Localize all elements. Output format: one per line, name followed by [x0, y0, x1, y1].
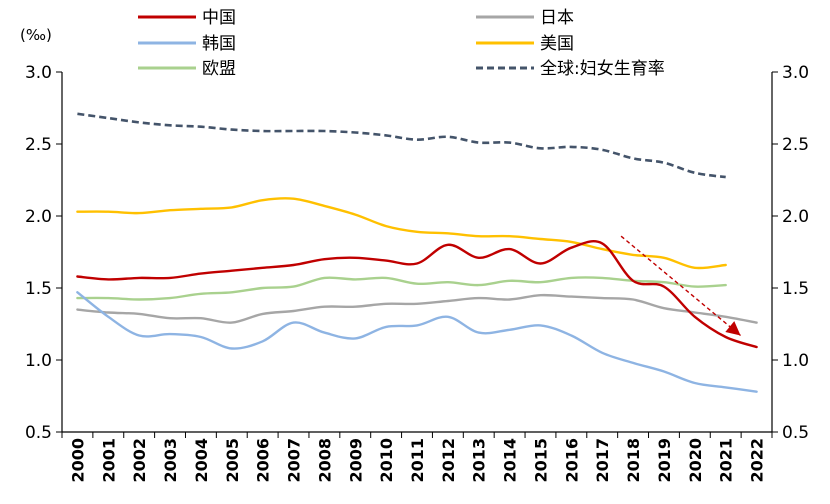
x-tick-label: 2021 [717, 438, 736, 483]
x-tick-label: 2011 [408, 438, 427, 483]
axes: 0.5 0.5 1.0 1.0 1.5 1.5 2.0 2.0 2.5 2.5 3.0 3.0 2000… [25, 63, 809, 483]
series-line-1 [76, 291, 758, 393]
x-tick-label: 2003 [161, 438, 180, 483]
x-tick-label: 2009 [346, 438, 365, 483]
trend-annotation [620, 235, 742, 337]
series-line-4 [76, 197, 727, 270]
x-tick-label: 2016 [562, 438, 581, 483]
x-tick-label: 2004 [192, 438, 211, 483]
series-line-0 [76, 240, 758, 349]
y-tick-label-left: 0.5 [25, 423, 52, 443]
x-tick-label: 2017 [593, 438, 612, 483]
x-tick-label: 2013 [470, 438, 489, 483]
y-tick-label-left: 1.5 [25, 279, 52, 299]
legend-label: 韩国 [202, 34, 236, 54]
y-tick-label-left: 2.5 [25, 135, 52, 155]
y-tick-label-right: 0.5 [782, 423, 809, 443]
x-tick-label: 2001 [99, 438, 118, 483]
y-tick-label-left: 3.0 [25, 63, 52, 83]
x-tick-label: 2019 [655, 438, 674, 483]
y-tick-label-right: 2.0 [782, 207, 809, 227]
legend-label: 全球:妇女生育率 [540, 59, 665, 79]
legend-label: 欧盟 [202, 59, 236, 79]
x-tick-label: 2000 [68, 438, 87, 483]
x-tick-label: 2007 [285, 438, 304, 483]
trend-arrow-shaft [620, 235, 742, 337]
y-tick-label-right: 1.5 [782, 279, 809, 299]
y-tick-label-left: 1.0 [25, 351, 52, 371]
x-tick-label: 2008 [315, 438, 334, 483]
y-tick-label-right: 1.0 [782, 351, 809, 371]
trend-arrow-head [725, 321, 741, 336]
y-axis-unit: (‰) [20, 26, 52, 44]
x-tick-label: 2020 [686, 438, 705, 483]
x-tick-label: 2006 [254, 438, 273, 483]
x-tick-label: 2022 [748, 438, 767, 483]
legend-label: 美国 [540, 34, 574, 54]
y-tick-label-right: 3.0 [782, 63, 809, 83]
legend-label: 日本 [540, 8, 574, 28]
x-tick-label: 2018 [624, 438, 643, 483]
x-tick-label: 2014 [501, 438, 520, 483]
x-tick-label: 2005 [223, 438, 242, 483]
y-tick-label-right: 2.5 [782, 135, 809, 155]
series-lines [76, 112, 758, 393]
x-tick-label: 2015 [531, 438, 550, 483]
x-tick-label: 2002 [130, 438, 149, 483]
y-tick-label-left: 2.0 [25, 207, 52, 227]
series-line-2 [76, 276, 727, 301]
series-line-5 [77, 112, 726, 179]
series-line-3 [76, 293, 758, 324]
x-tick-label: 2012 [439, 438, 458, 483]
x-tick-label: 2010 [377, 438, 396, 483]
legend-label: 中国 [202, 8, 236, 28]
